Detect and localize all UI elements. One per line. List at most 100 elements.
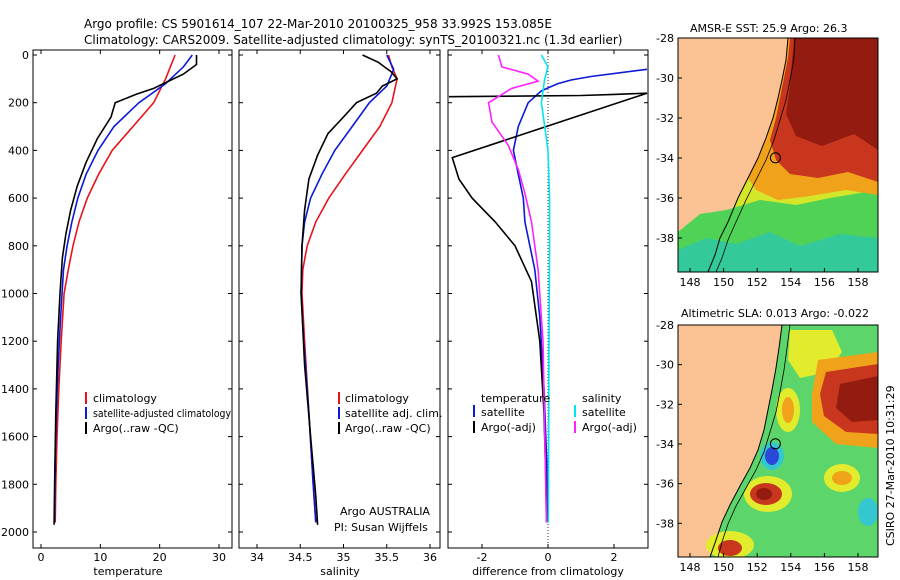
salinity-annotation-program: Argo AUSTRALIA — [340, 505, 430, 518]
depth-tick-label: 0 — [22, 49, 29, 62]
header-subtitle: Climatology: CARS2009. Satellite-adjuste… — [84, 33, 622, 47]
difference-legend-temp-argo: Argo(-adj) — [481, 421, 536, 434]
sla-map-xtick-label: 154 — [780, 561, 801, 574]
salinity-panel: 34 34.5 35 35.5 36 salinity climatology sate… — [238, 49, 442, 578]
sla-map-title: Altimetric SLA: 0.013 Argo: -0.022 — [681, 307, 869, 320]
sst-map-contour — [715, 38, 796, 272]
temperature-xtick-label: 10 — [93, 551, 107, 564]
salinity-legend-argo: Argo(..raw -QC) — [345, 422, 431, 435]
salinity-legend: climatology satellite adj. clim. Argo(..… — [338, 392, 442, 435]
depth-tick-label: 1000 — [1, 288, 29, 301]
depth-tick-label: 600 — [8, 192, 29, 205]
sla-map-ytick-label: -36 — [656, 478, 674, 491]
sst-map-xtick-label: 158 — [848, 276, 869, 289]
difference-series-1 — [448, 92, 648, 523]
temperature-series-2 — [53, 55, 198, 525]
salinity-xlabel: salinity — [320, 565, 360, 578]
difference-panel: -2 0 2 difference from climatology tempera… — [447, 49, 649, 578]
salinity-xtick-label: 34.5 — [288, 551, 313, 564]
sst-map-dark-red-core — [786, 38, 878, 150]
depth-tick-label: 1400 — [1, 383, 29, 396]
sla-map-darkred-south — [756, 488, 772, 500]
sla-map-blue-eddy — [765, 447, 779, 465]
sla-map-cyan-east — [858, 498, 878, 526]
temperature-xtick-label: 0 — [38, 551, 45, 564]
salinity-xtick-label: 36 — [423, 551, 437, 564]
sla-map-orange-se — [832, 471, 852, 485]
sst-map-frame — [677, 37, 879, 273]
depth-tick-label: 1200 — [1, 335, 29, 348]
sla-map-contour — [717, 325, 791, 557]
difference-series-2 — [540, 54, 551, 523]
sst-map-title: AMSR-E SST: 25.9 Argo: 26.3 — [690, 22, 848, 35]
sst-map-panel: AMSR-E SST: 25.9 Argo: 26.3 148 150 152 154… — [656, 22, 879, 289]
sla-map-ytick-label: -38 — [656, 517, 674, 530]
sst-map-xtick-label: 148 — [680, 276, 701, 289]
sla-map-red-bottom — [718, 540, 742, 556]
sst-map-xtick-label: 150 — [713, 276, 734, 289]
difference-legend-salinity-title: salinity — [582, 392, 622, 405]
sla-map-orange-center — [782, 397, 794, 423]
difference-legend-temperature-title: temperature — [481, 392, 550, 405]
sla-map-ytick-label: -28 — [656, 319, 674, 332]
depth-tick-label: 800 — [8, 240, 29, 253]
difference-series-3 — [487, 54, 548, 523]
temperature-series-1 — [53, 54, 193, 523]
sst-map-ytick-label: -38 — [656, 232, 674, 245]
sst-map-xtick-label: 152 — [747, 276, 768, 289]
sla-map-ytick-label: -32 — [656, 398, 674, 411]
sst-map-xtick-label: 156 — [814, 276, 835, 289]
depth-tick-label: 1600 — [1, 431, 29, 444]
temperature-panel: 0 10 20 30 0 200 400 600 800 1000 1200 1400 1600 1800… — [1, 49, 233, 578]
depth-tick-label: 400 — [8, 144, 29, 157]
temperature-xtick-label: 20 — [153, 551, 167, 564]
difference-legend-sal-satellite: satellite — [582, 406, 626, 419]
salinity-legend-satellite-adj: satellite adj. clim. — [345, 407, 442, 420]
temperature-legend-argo: Argo(..raw -QC) — [93, 422, 179, 435]
depth-tick-label: 1800 — [1, 478, 29, 491]
salinity-series-2 — [300, 54, 399, 525]
sla-map-darkred-ne — [836, 376, 878, 422]
difference-xtick-label: 0 — [545, 551, 552, 564]
sla-map-xtick-label: 158 — [848, 561, 869, 574]
sla-map-coastline — [709, 325, 783, 557]
temperature-legend-climatology: climatology — [93, 392, 157, 405]
temperature-xtick-label: 30 — [212, 551, 226, 564]
header-title: Argo profile: CS 5901614_107 22-Mar-2010… — [84, 17, 552, 31]
difference-legend: temperature satellite Argo(-adj) salinit… — [473, 392, 637, 434]
salinity-axes-frame — [238, 49, 441, 549]
sst-map-teal-region — [678, 232, 878, 272]
sla-map-ytick-label: -34 — [656, 438, 674, 451]
sla-map-float-marker — [769, 438, 781, 450]
temperature-legend-satellite-adjusted: satellite-adjusted climatology — [93, 407, 231, 420]
sla-map-panel: Altimetric SLA: 0.013 Argo: -0.022 — [656, 307, 879, 574]
sla-map-xtick-label: 150 — [713, 561, 734, 574]
sst-map-xtick-label: 154 — [780, 276, 801, 289]
sst-map-float-marker — [769, 152, 781, 164]
sst-map-ytick-label: -28 — [656, 32, 674, 45]
side-timestamp-label: CSIRO 27-Mar-2010 10:31:29 — [884, 385, 897, 546]
temperature-series-0 — [54, 54, 176, 523]
salinity-xtick-label: 34 — [250, 551, 264, 564]
difference-legend-sal-argo: Argo(-adj) — [582, 421, 637, 434]
sla-map-xtick-label: 152 — [747, 561, 768, 574]
temperature-legend: climatology satellite-adjusted climatolo… — [85, 392, 231, 435]
sst-map-ytick-label: -36 — [656, 192, 674, 205]
salinity-xtick-label: 35 — [337, 551, 351, 564]
difference-xtick-label: -2 — [477, 551, 488, 564]
sla-map-frame — [677, 324, 879, 558]
salinity-xtick-label: 35.5 — [375, 551, 400, 564]
sst-map-ytick-label: -32 — [656, 112, 674, 125]
sla-map-xtick-label: 148 — [680, 561, 701, 574]
sst-map-coastline — [707, 38, 789, 272]
salinity-legend-climatology: climatology — [345, 392, 409, 405]
sst-map-ytick-label: -30 — [656, 72, 674, 85]
depth-tick-label: 2000 — [1, 526, 29, 539]
sla-map-ytick-label: -30 — [656, 359, 674, 372]
salinity-annotation-pi: PI: Susan Wijffels — [334, 521, 428, 534]
temperature-axes-frame — [32, 49, 233, 549]
difference-xlabel: difference from climatology — [472, 565, 624, 578]
difference-xtick-label: 2 — [611, 551, 618, 564]
sla-map-xtick-label: 156 — [814, 561, 835, 574]
